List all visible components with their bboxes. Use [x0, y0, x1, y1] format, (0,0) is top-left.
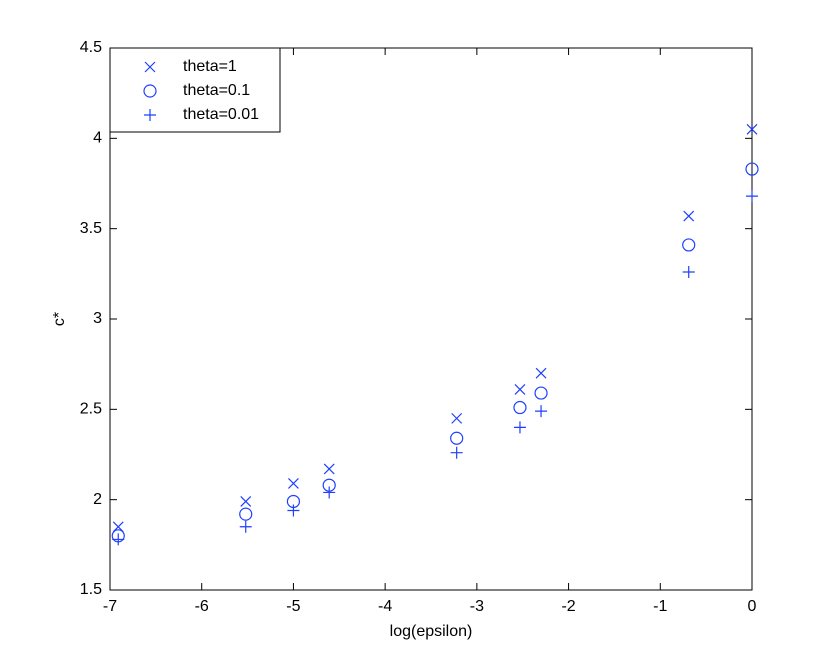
data-point [682, 266, 695, 279]
data-point [514, 384, 526, 395]
y-axis-label: c* [51, 312, 68, 326]
data-point [745, 162, 759, 176]
data-point [683, 210, 695, 222]
data-point [239, 520, 252, 533]
x-tick-label: -7 [103, 598, 117, 615]
data-point [112, 521, 124, 533]
legend-label: theta=0.1 [183, 82, 250, 99]
data-point [682, 238, 696, 252]
data-point [239, 507, 253, 521]
data-point [513, 421, 526, 434]
data-point [323, 463, 335, 475]
legend-box [109, 47, 281, 133]
x-tick-label: -5 [286, 598, 300, 615]
x-tick-label: -4 [378, 598, 392, 615]
data-point [450, 431, 464, 445]
data-point [450, 446, 463, 459]
data-point [451, 412, 463, 424]
data-point [288, 477, 299, 489]
x-tick-label: -3 [470, 598, 484, 615]
data-point [513, 400, 527, 415]
data-point [534, 386, 548, 400]
y-tick-label: 4 [93, 130, 102, 147]
data-point [240, 496, 252, 507]
data-point [112, 533, 125, 546]
x-tick-label: -2 [561, 598, 575, 615]
legend-marker [144, 61, 156, 73]
y-tick-label: 3 [93, 310, 102, 327]
data-point [323, 486, 336, 499]
data-point [746, 123, 758, 135]
y-tick-label: 2.5 [80, 401, 102, 418]
data-point [535, 367, 547, 379]
x-axis-label: log(epsilon) [390, 623, 473, 640]
x-tick-label: 0 [748, 598, 757, 615]
legend-marker [143, 84, 157, 98]
y-tick-label: 3.5 [80, 220, 102, 237]
y-tick-label: 1.5 [80, 581, 102, 598]
legend-label: theta=0.01 [183, 106, 259, 123]
data-point [287, 504, 300, 517]
legend-label: theta=1 [183, 58, 237, 75]
y-tick-label: 4.5 [80, 39, 102, 56]
x-tick-label: -1 [653, 598, 667, 615]
y-tick-label: 2 [93, 491, 102, 508]
data-point [746, 190, 758, 203]
data-point [535, 405, 548, 418]
legend-marker [144, 109, 156, 121]
x-tick-label: -6 [195, 598, 209, 615]
